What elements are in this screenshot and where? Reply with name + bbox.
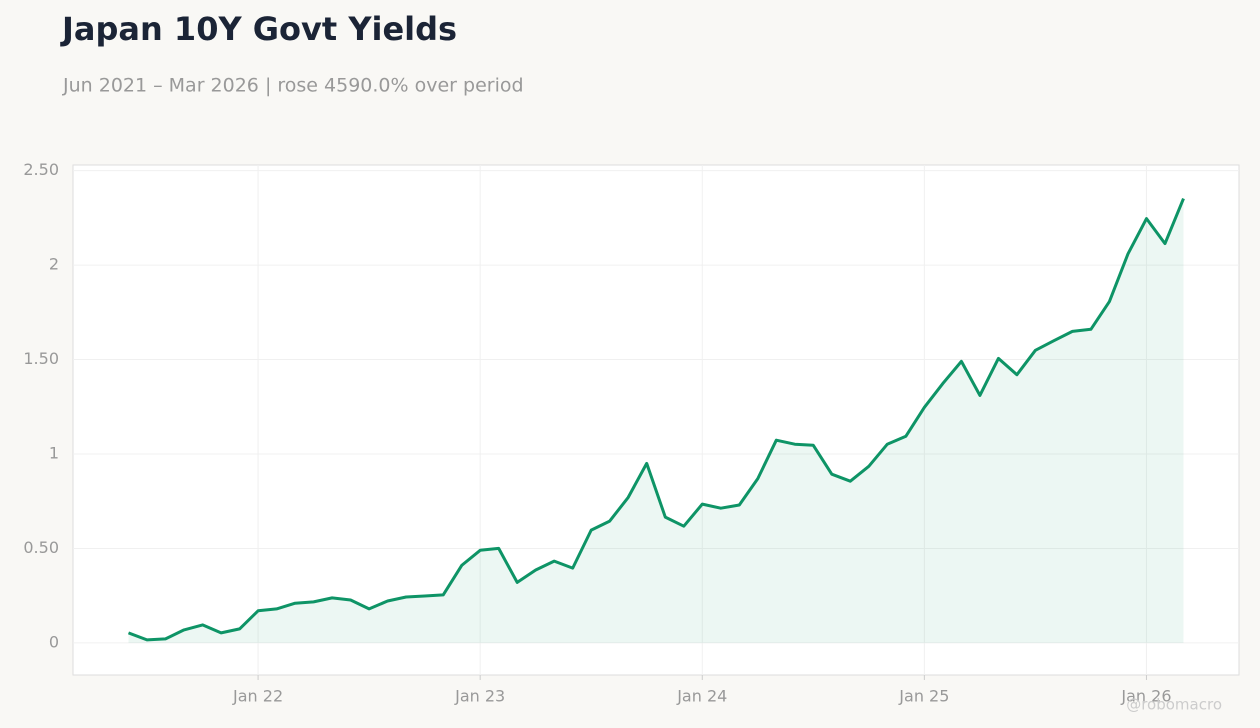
y-tick-label: 0 bbox=[49, 632, 59, 651]
x-tick-label: Jan 24 bbox=[676, 687, 727, 706]
y-tick-label: 1.50 bbox=[23, 349, 59, 368]
plot-area bbox=[72, 164, 1240, 676]
line bbox=[127, 198, 1185, 642]
y-tick-label: 1 bbox=[49, 444, 59, 463]
y-tick-label: 2 bbox=[49, 255, 59, 274]
chart-subtitle: Jun 2021 – Mar 2026 | rose 4590.0% over … bbox=[62, 75, 524, 97]
x-tick-label: Jan 23 bbox=[454, 687, 505, 706]
x-tick-label: Jan 26 bbox=[1120, 687, 1171, 706]
x-tick-label: Jan 25 bbox=[898, 687, 949, 706]
y-tick-label: 0.50 bbox=[23, 538, 59, 557]
chart-title: Japan 10Y Govt Yields bbox=[60, 10, 457, 48]
watermark: @robomacro bbox=[1126, 696, 1222, 714]
y-tick-label: 2.50 bbox=[23, 160, 59, 179]
x-tick-label: Jan 22 bbox=[232, 687, 283, 706]
area bbox=[128, 198, 1184, 643]
